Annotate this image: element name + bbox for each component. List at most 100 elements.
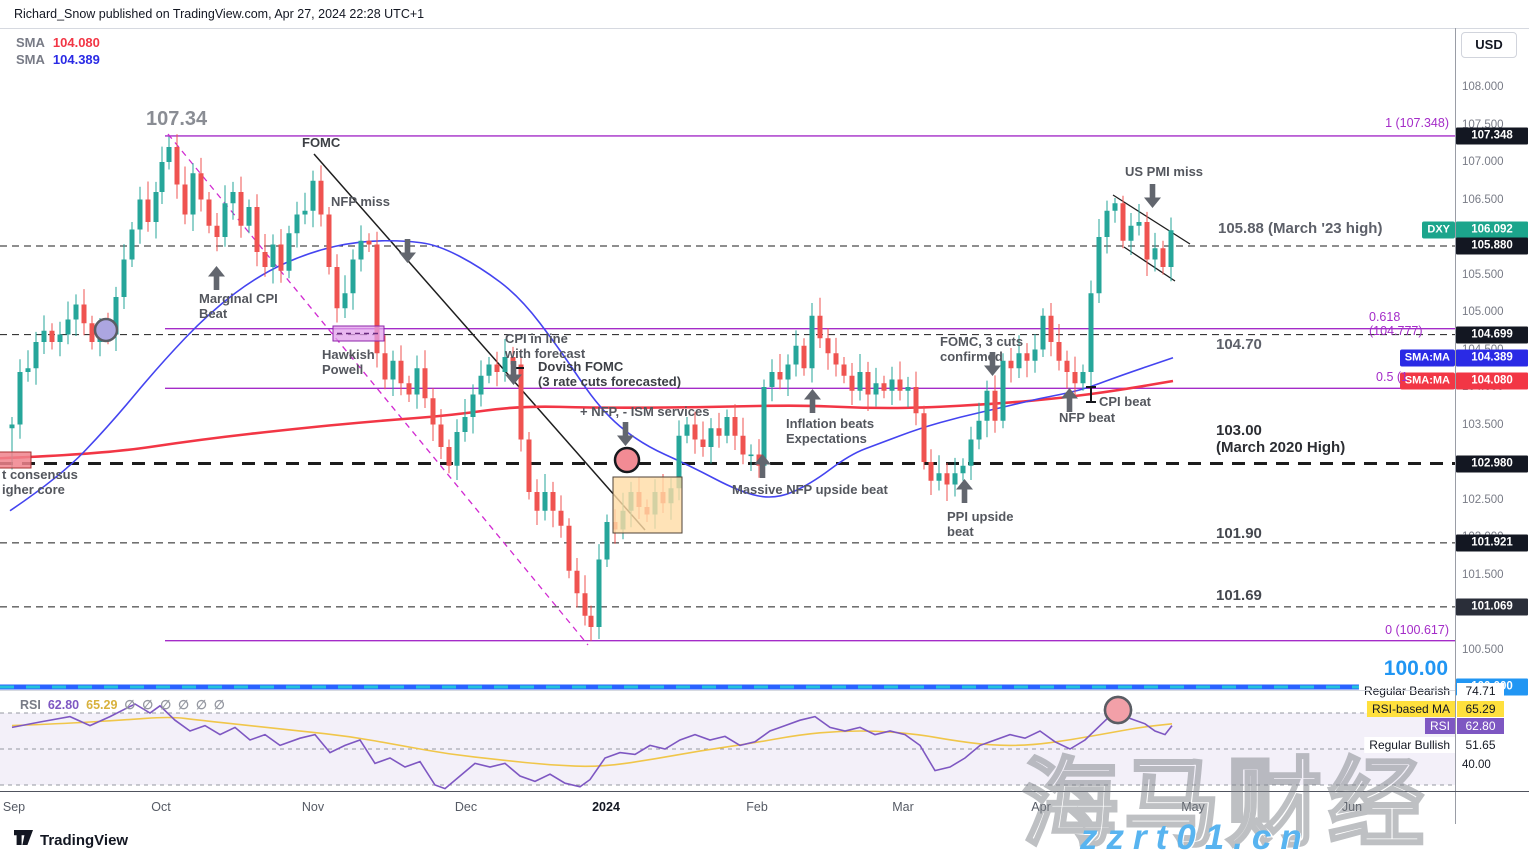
fib-label: 0.618 (104.777) (1369, 310, 1423, 338)
chart-annotation: US PMI miss (1125, 164, 1204, 179)
rsi-ma-line[interactable] (11, 716, 1173, 768)
time-axis-label[interactable]: Dec (454, 800, 478, 814)
highlight-boxes[interactable] (0, 325, 683, 534)
up-arrow-icon (956, 479, 973, 508)
price-badge: 105.880 (1456, 237, 1528, 255)
level-text: 105.88 (March '23 high) (1218, 220, 1383, 237)
empty-value-icon: ∅ (178, 698, 189, 712)
price-tick: 106.500 (1462, 193, 1504, 206)
chart-annotation: + NFP, - ISM services (580, 404, 710, 419)
time-axis-label[interactable]: Jun (1341, 800, 1363, 814)
price-tick: 103.500 (1462, 418, 1504, 431)
rsi-row-value: 51.65 (1457, 737, 1504, 753)
sma-legend-row-2[interactable]: SMA 104.389 (16, 52, 100, 67)
time-axis-label[interactable]: Mar (892, 800, 914, 814)
fib-label: 0 (100.617) (1385, 623, 1449, 637)
up-arrow-icon (208, 266, 225, 295)
chart-annotation: PPI upside beat (947, 509, 1014, 539)
time-axis-label[interactable]: Feb (746, 800, 768, 814)
price-badge: 106.092 (1456, 221, 1528, 239)
chart-annotation: NFP beat (1059, 410, 1116, 425)
sma-legend-row-1[interactable]: SMA 104.080 (16, 35, 100, 50)
down-arrow-icon (399, 239, 416, 268)
rsi-pane[interactable] (0, 691, 1455, 791)
time-axis-label[interactable]: Sep (2, 800, 26, 814)
empty-value-icon: ∅ (160, 698, 172, 712)
currency-toggle-button[interactable]: USD (1461, 32, 1517, 58)
circle-marker[interactable] (93, 317, 119, 343)
price-badge: 101.921 (1456, 534, 1528, 552)
price-scale-border[interactable] (1455, 28, 1456, 824)
level-text: 101.90 (1216, 525, 1262, 542)
sma2-value: 104.389 (52, 52, 100, 67)
tradingview-logo-icon (13, 829, 34, 851)
rsi-row-value: 65.29 (1457, 701, 1504, 717)
watermark-cn: 海马财经 (1021, 750, 1430, 860)
axis-tag-smama: SMA:MA (1399, 349, 1455, 367)
publish-attribution: Richard_Snow published on TradingView.co… (14, 7, 425, 21)
chart-annotation: FOMC, 3 cuts confirmed (940, 334, 1024, 364)
chart-annotation: NFP miss (331, 194, 391, 209)
rsi-legend-token: 62.80 (47, 698, 80, 712)
rsi-row-label: Regular Bearish (1358, 683, 1455, 699)
level-text: 107.34 (146, 108, 208, 130)
fib-label: 0.5 (1 (1376, 370, 1408, 384)
rsi-row-value: 74.71 (1457, 683, 1504, 699)
sma1-value: 104.080 (52, 35, 100, 50)
price-badge: 102.980 (1456, 455, 1528, 472)
key-levels (0, 245, 1455, 608)
rsi-row-label: RSI-based MA (1366, 701, 1455, 717)
chart-annotation: CPI beat (1099, 394, 1152, 409)
price-tick: 105.500 (1462, 268, 1504, 281)
price-badge: 104.389 (1456, 349, 1528, 367)
down-arrow-icon (1144, 184, 1161, 213)
pane-top-border (0, 28, 1529, 29)
time-axis-label[interactable]: May (1181, 800, 1205, 814)
circle-marker[interactable] (613, 446, 641, 474)
blue-100-line (0, 684, 1455, 690)
rsi-row-label: Regular Bullish (1364, 737, 1455, 753)
rsi-circle-marker[interactable] (1103, 695, 1133, 725)
down-arrow-icon (984, 352, 1001, 381)
price-pane[interactable] (0, 28, 1455, 791)
up-arrow-icon (804, 389, 821, 418)
price-badge: 107.348 (1456, 127, 1528, 145)
tradingview-logo-text: TradingView (40, 831, 129, 849)
watermark-url: zzrt01.cn (1080, 818, 1311, 857)
axis-tag-smama: SMA:MA (1399, 372, 1455, 390)
level-text: 104.70 (1216, 336, 1262, 353)
time-axis-label[interactable]: Nov (301, 800, 325, 814)
chart-annotation: t consensus igher core (2, 467, 78, 497)
tradingview-branding[interactable]: TradingView (13, 829, 128, 851)
level-text: 103.00 (March 2020 High) (1216, 422, 1346, 456)
price-badge: 104.699 (1456, 326, 1528, 344)
level-text: 100.00 (1383, 657, 1448, 680)
fib-label: 1 (107.348) (1385, 116, 1449, 130)
rsi-row-value: 62.80 (1457, 718, 1504, 734)
price-tick: 107.000 (1462, 156, 1504, 168)
chart-annotation: Hawkish Powell (322, 347, 375, 377)
rsi-legend-token: RSI (20, 698, 41, 712)
chart-annotation: Massive NFP upside beat (732, 482, 888, 497)
up-arrow-icon (754, 454, 771, 483)
chart-annotation: Inflation beats Expectations (786, 416, 875, 446)
sma-slow-line[interactable] (9, 239, 1174, 512)
chart-annotation: Dovish FOMC (3 rate cuts forecasted) (538, 359, 682, 389)
rsi-indicator-legend[interactable]: RSI 62.80 65.29 ∅ ∅ ∅ ∅ ∅ ∅ (20, 697, 232, 712)
time-scale-border[interactable] (0, 791, 1529, 792)
time-axis-label[interactable]: Apr (1031, 800, 1051, 814)
axis-tag-dxy: DXY (1422, 221, 1455, 239)
empty-value-icon: ∅ (142, 698, 154, 712)
time-axis-label[interactable]: Oct (151, 800, 171, 814)
level-text: 101.69 (1216, 587, 1262, 604)
rsi-legend-token: 65.29 (86, 698, 118, 712)
rsi-line[interactable] (11, 703, 1173, 790)
sma2-label: SMA (16, 52, 45, 67)
price-tick: 100.500 (1462, 643, 1504, 656)
trendlines[interactable] (167, 133, 1191, 646)
chart-annotation: Marginal CPI Beat (199, 291, 278, 321)
pane-separator[interactable] (0, 690, 1455, 691)
chart-annotation: FOMC (302, 135, 341, 150)
time-axis-label[interactable]: 2024 (592, 800, 620, 814)
